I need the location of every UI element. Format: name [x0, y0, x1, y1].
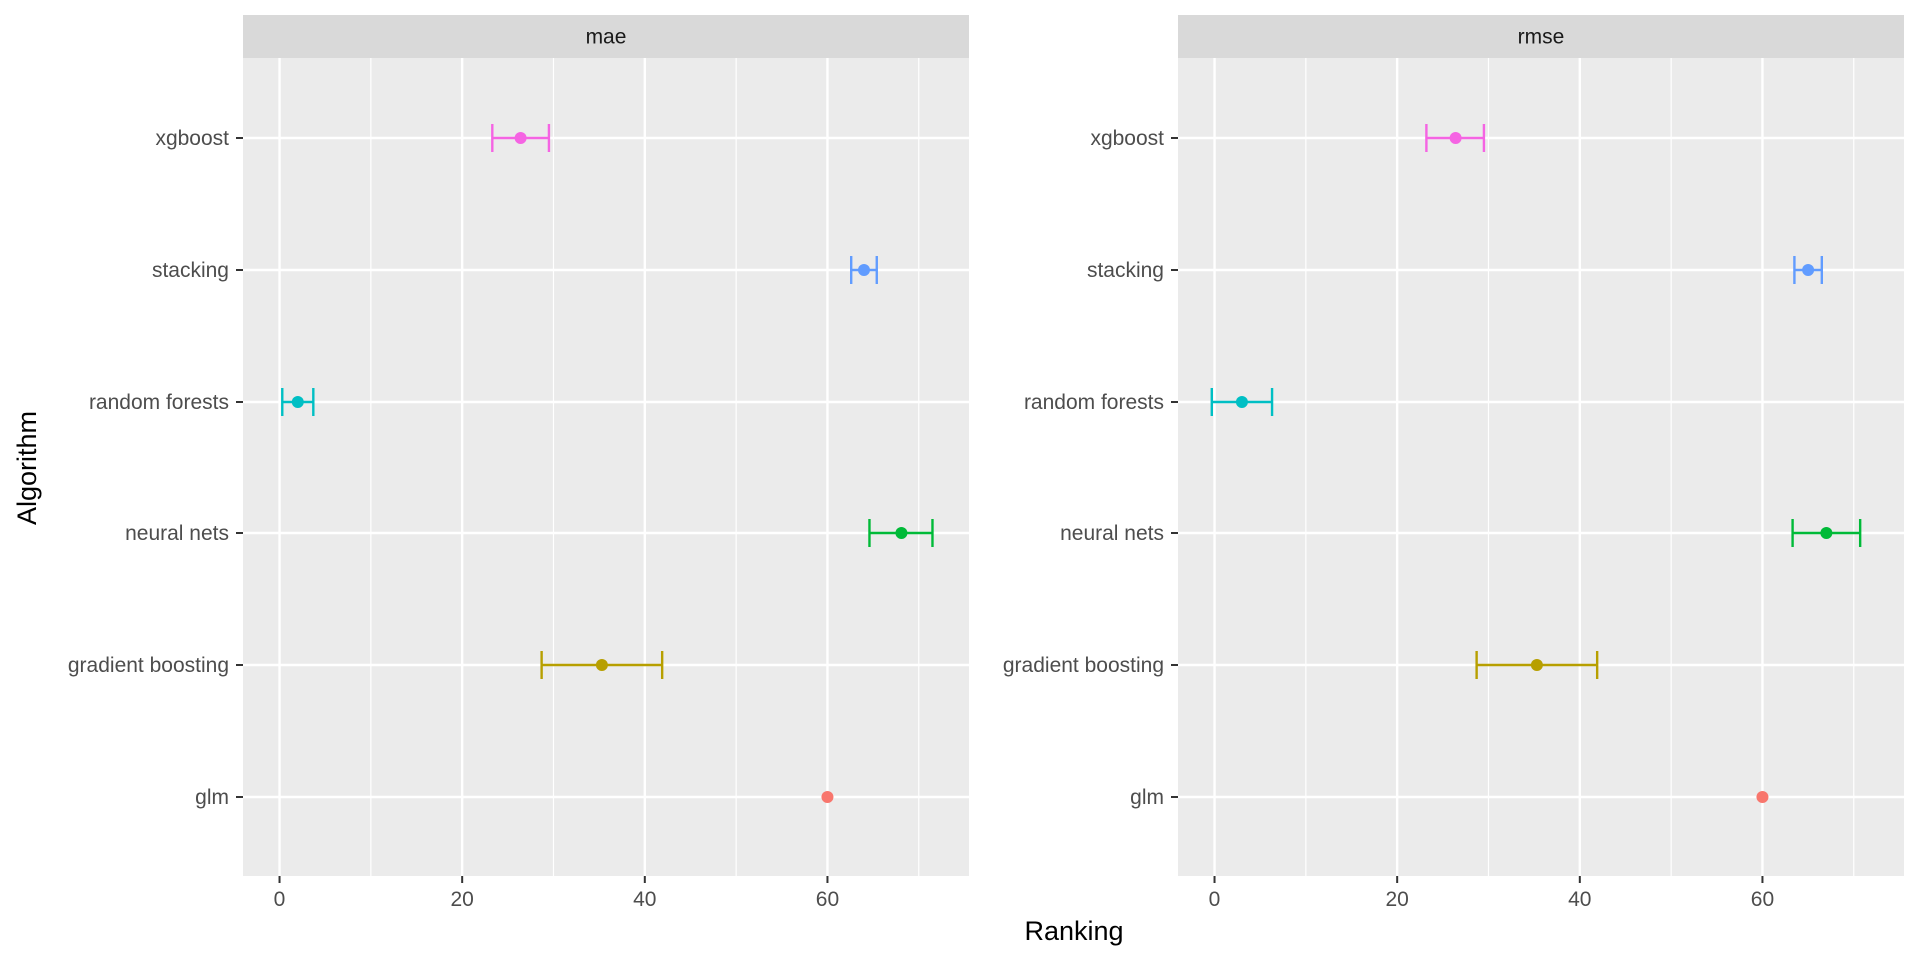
panel-background [243, 58, 969, 876]
mean-point [514, 132, 527, 144]
series-random-forests [1210, 388, 1274, 416]
y-tick-label: xgboost [155, 127, 229, 150]
y-tick-label: neural nets [125, 522, 229, 545]
panel-background [1178, 58, 1904, 876]
x-tick-label: 40 [633, 888, 656, 911]
x-tick-label: 40 [1568, 888, 1591, 911]
facet-strip-label: mae [586, 26, 627, 49]
panel-rmse: rmse glm gradient boosting neural nets rando… [1003, 15, 1904, 911]
mean-point [895, 527, 908, 539]
x-tick-label: 20 [1385, 888, 1408, 911]
series-neural-nets [1791, 519, 1862, 547]
y-axis-title: Algorithm [12, 411, 42, 525]
y-tick-label: gradient boosting [68, 654, 229, 677]
y-tick-label: gradient boosting [1003, 654, 1164, 677]
mean-point [1235, 396, 1248, 408]
mean-point [1820, 527, 1833, 539]
series-xgboost [491, 124, 551, 152]
x-tick-label: 0 [274, 888, 286, 911]
series-glm [1756, 791, 1769, 803]
x-tick-label: 60 [816, 888, 839, 911]
facet-panels: mae glm gradient boosting neural nets random… [68, 15, 1904, 911]
mean-point [821, 791, 834, 803]
series-xgboost [1425, 124, 1486, 152]
series-gradient-boosting [1475, 651, 1599, 679]
facet-strip [243, 15, 969, 58]
mean-point [857, 264, 870, 276]
series-neural-nets [868, 519, 934, 547]
mean-point [1449, 132, 1462, 144]
y-tick-label: random forests [89, 391, 229, 414]
y-tick-label: xgboost [1090, 127, 1164, 150]
panel-mae: mae glm gradient boosting neural nets random… [68, 15, 969, 911]
mean-point [1530, 659, 1543, 671]
mean-point [595, 659, 608, 671]
x-tick-label: 60 [1751, 888, 1774, 911]
facet-strip-label: rmse [1518, 26, 1565, 49]
series-random-forests [281, 388, 315, 416]
y-tick-label: glm [195, 786, 229, 809]
x-tick-label: 20 [450, 888, 473, 911]
y-tick-label: neural nets [1060, 522, 1164, 545]
mean-point [291, 396, 304, 408]
series-glm [821, 791, 834, 803]
series-gradient-boosting [540, 651, 664, 679]
y-tick-label: random forests [1024, 391, 1164, 414]
y-tick-label: stacking [1087, 259, 1164, 282]
x-axis-title: Ranking [1024, 916, 1123, 946]
facet-strip [1178, 15, 1904, 58]
y-tick-label: glm [1130, 786, 1164, 809]
x-tick-label: 0 [1209, 888, 1221, 911]
mean-point [1802, 264, 1815, 276]
series-stacking [1793, 256, 1824, 284]
y-tick-label: stacking [152, 259, 229, 282]
series-stacking [849, 256, 878, 284]
mean-point [1756, 791, 1769, 803]
